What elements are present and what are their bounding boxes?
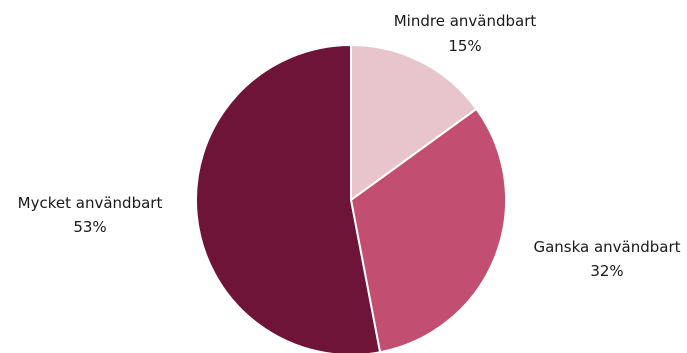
pie-slice-0 — [350, 44, 478, 201]
slice-label-group-mindre: Mindre användbart 15% — [394, 12, 537, 55]
slice-label-ganska-anvandbart: Ganska användbart — [533, 238, 680, 256]
slice-value-mindre-anvandbart: 15% — [448, 37, 481, 55]
slice-label-group-mycket: Mycket användbart 53% — [18, 194, 163, 236]
pie-slice-1 — [350, 107, 507, 353]
slice-label-group-ganska: Ganska användbart 32% — [533, 238, 680, 280]
pie-slices — [195, 44, 507, 353]
slice-label-mycket-anvandbart: Mycket användbart — [18, 194, 163, 212]
slice-value-ganska-anvandbart: 32% — [590, 262, 623, 280]
slice-value-mycket-anvandbart: 53% — [73, 218, 106, 236]
slice-label-mindre-anvandbart: Mindre användbart — [394, 12, 537, 30]
pie-slice-2 — [195, 44, 382, 353]
